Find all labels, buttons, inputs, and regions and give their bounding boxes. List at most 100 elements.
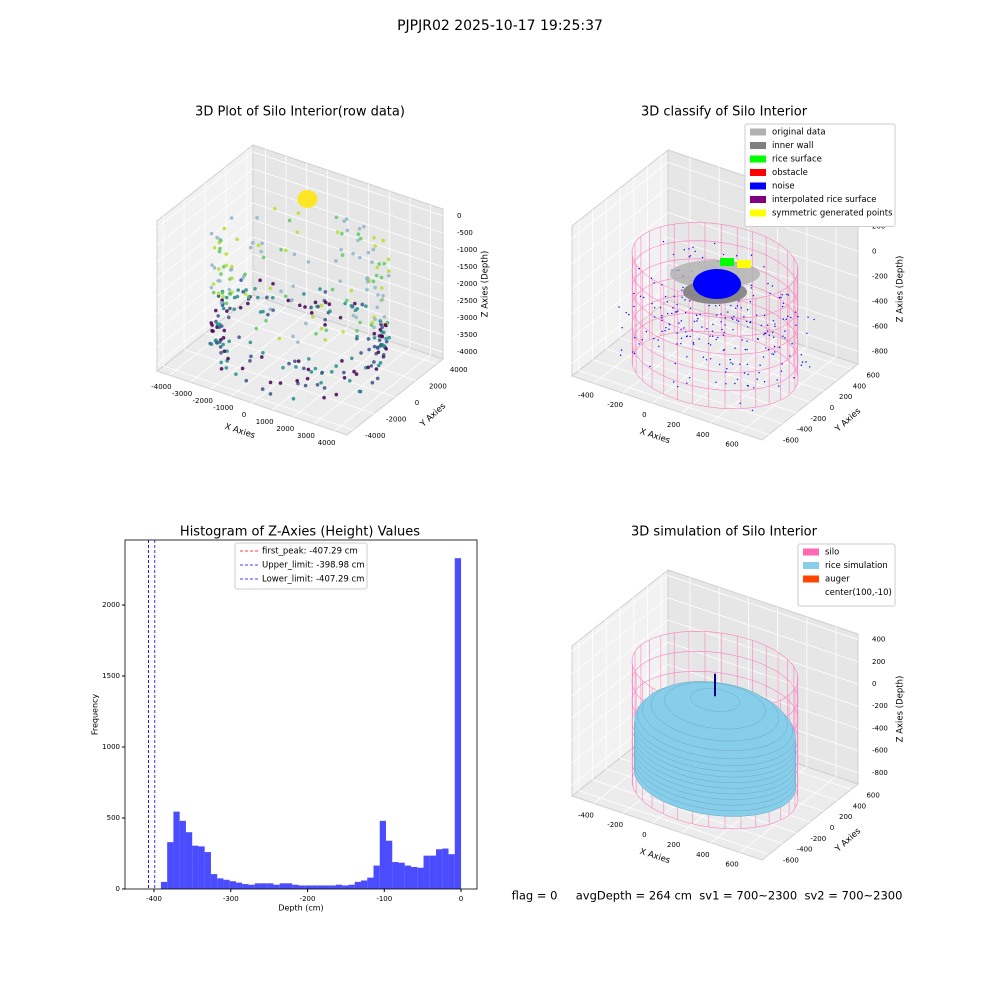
y-tick-label: 600 bbox=[866, 791, 879, 799]
grid-line bbox=[667, 664, 859, 729]
legend-swatch bbox=[803, 562, 819, 569]
z-tick-label: 200 bbox=[872, 658, 885, 666]
scatter-point bbox=[340, 253, 345, 257]
y-tick-label: 1000 bbox=[102, 743, 120, 751]
scatter-point bbox=[342, 219, 346, 223]
bar bbox=[235, 882, 243, 889]
legend-box bbox=[234, 542, 368, 590]
z-tick-label: -600 bbox=[872, 323, 888, 331]
silo-wireframe bbox=[631, 222, 799, 410]
legend-label: rice simulation bbox=[825, 561, 888, 571]
x-tick-label: 0 bbox=[642, 411, 646, 419]
scatter-point bbox=[328, 309, 332, 313]
x-tick-label: 400 bbox=[696, 431, 709, 439]
scatter-point bbox=[268, 286, 273, 291]
bar bbox=[229, 881, 236, 889]
noise-point bbox=[762, 356, 765, 358]
noise-point bbox=[736, 319, 738, 321]
scatter-point bbox=[254, 326, 259, 331]
scatter-point bbox=[309, 370, 314, 374]
scatter-point bbox=[229, 264, 234, 269]
x-tick-label: -400 bbox=[578, 811, 594, 819]
scatter-point bbox=[248, 359, 252, 363]
y-tick-label: 0 bbox=[830, 404, 834, 412]
noise-point bbox=[686, 335, 688, 337]
noise-point bbox=[661, 284, 663, 286]
noise-point bbox=[763, 266, 765, 268]
noise-point bbox=[767, 348, 770, 351]
scatter-point bbox=[278, 381, 283, 385]
noise-point bbox=[643, 296, 645, 299]
scatter-point bbox=[219, 272, 223, 276]
z-tick-label: -200 bbox=[872, 273, 888, 281]
noise-point bbox=[727, 311, 729, 313]
scatter-point bbox=[210, 263, 214, 267]
legend-swatch bbox=[803, 575, 819, 583]
scatter-point bbox=[287, 218, 292, 223]
scatter-point bbox=[287, 361, 291, 366]
scatter-point bbox=[356, 238, 360, 243]
bar bbox=[160, 881, 168, 889]
scatter-point bbox=[219, 301, 224, 305]
noise-point bbox=[813, 318, 815, 321]
noise-point bbox=[661, 319, 663, 322]
noise-point bbox=[738, 300, 740, 302]
chart-title: Histogram of Z-Axies (Height) Values bbox=[180, 525, 420, 540]
scatter-point bbox=[334, 364, 338, 368]
scatter-point bbox=[314, 332, 318, 336]
scatter-point bbox=[281, 365, 285, 370]
noise-point bbox=[678, 322, 680, 324]
scatter-point bbox=[379, 286, 384, 290]
noise-point bbox=[688, 256, 690, 258]
noise-point bbox=[715, 338, 717, 341]
noise-blob bbox=[693, 269, 741, 299]
noise-point bbox=[694, 250, 696, 253]
noise-point bbox=[668, 328, 670, 330]
noise-point bbox=[681, 289, 683, 291]
noise-point bbox=[732, 318, 734, 320]
grid-line bbox=[184, 349, 375, 414]
z-axis-label: Z Axies (Depth) bbox=[896, 676, 906, 743]
scatter-point bbox=[216, 314, 221, 318]
x-tick-label: 2000 bbox=[276, 425, 294, 433]
noise-point bbox=[790, 316, 792, 319]
noise-point bbox=[737, 320, 740, 322]
scatter-point bbox=[239, 278, 243, 282]
scatter-point bbox=[210, 323, 214, 327]
noise-point bbox=[781, 293, 783, 296]
z-tick-label: -3500 bbox=[457, 331, 477, 339]
noise-point bbox=[707, 342, 710, 345]
noise-point bbox=[720, 313, 722, 315]
scatter-point bbox=[313, 300, 318, 305]
y-tick-label: -600 bbox=[783, 857, 799, 865]
scatter-point bbox=[340, 231, 344, 236]
scatter-point bbox=[360, 302, 365, 307]
scatter-point bbox=[217, 249, 222, 254]
scatter-point bbox=[377, 262, 381, 266]
scatter-point bbox=[292, 252, 297, 257]
scatter-point bbox=[244, 378, 249, 383]
bar bbox=[348, 884, 355, 889]
scatter-point bbox=[351, 251, 355, 256]
noise-point bbox=[809, 366, 811, 368]
grid-line bbox=[156, 168, 254, 246]
noise-point bbox=[767, 282, 769, 285]
scatter-point bbox=[248, 340, 253, 345]
noise-point bbox=[771, 285, 774, 287]
scatter-point bbox=[338, 315, 343, 320]
scatter-point bbox=[258, 310, 263, 314]
noise-point bbox=[729, 358, 731, 361]
scatter-point bbox=[310, 315, 315, 319]
noise-point bbox=[800, 364, 803, 366]
bar bbox=[292, 884, 299, 889]
z-tick-label: 0 bbox=[872, 248, 876, 256]
noise-point bbox=[758, 371, 760, 374]
y-tick-label: 200 bbox=[839, 813, 852, 821]
y-tick-label: 4000 bbox=[450, 366, 468, 374]
noise-point bbox=[671, 312, 673, 315]
scatter-point bbox=[383, 323, 388, 327]
x-tick-label: -200 bbox=[300, 895, 316, 903]
noise-point bbox=[702, 356, 705, 358]
noise-point bbox=[773, 351, 776, 353]
